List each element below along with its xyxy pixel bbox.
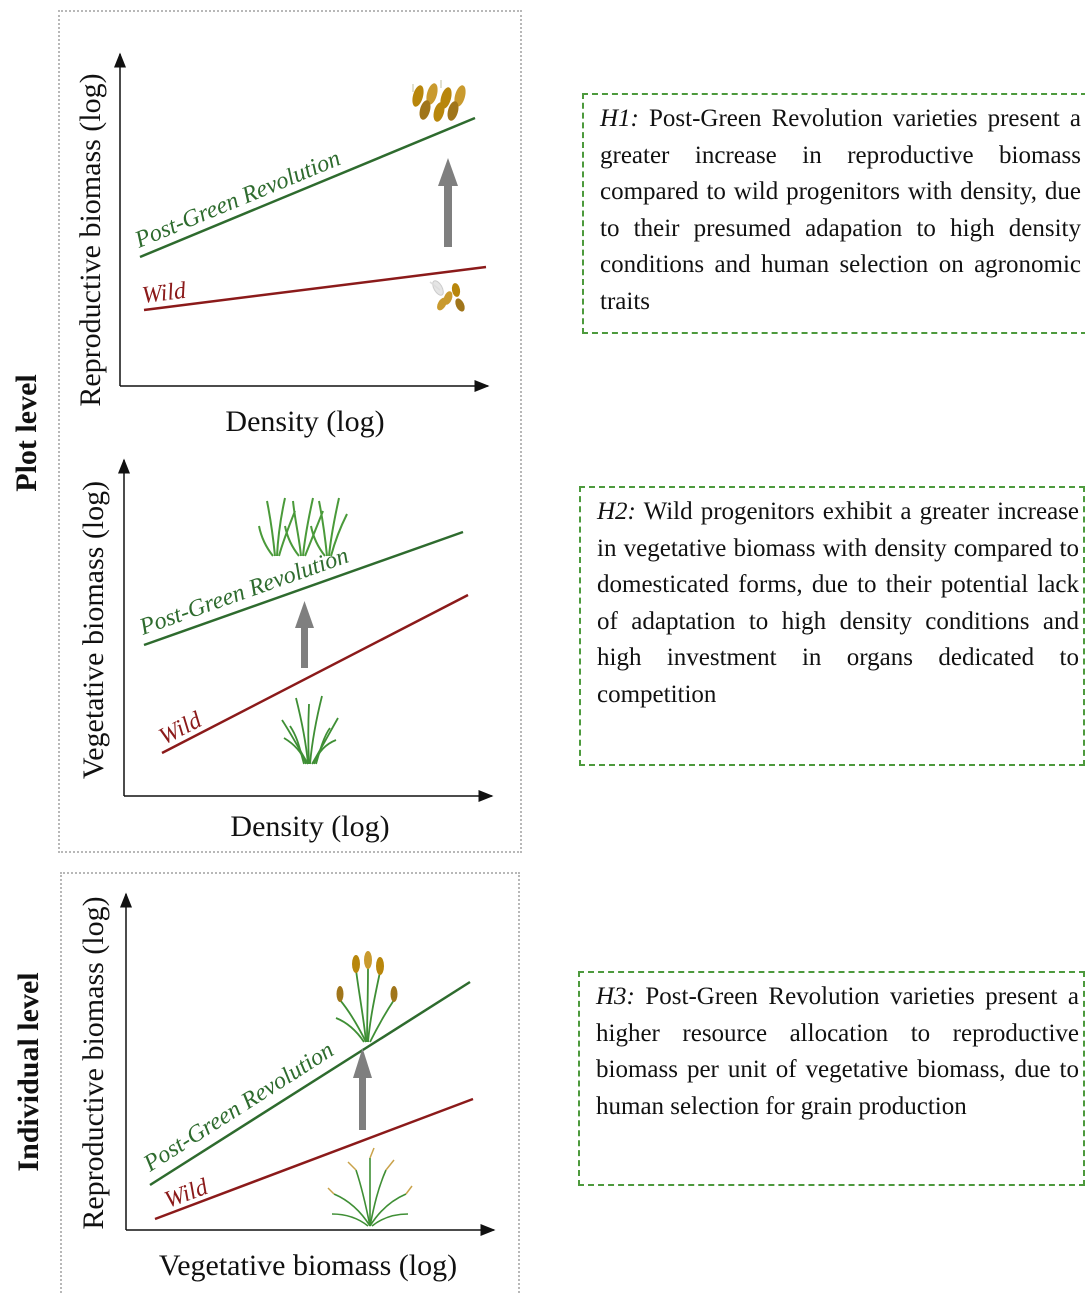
hypothesis-h3-id: H3: [596, 983, 635, 1010]
y-axis-title: Reproductive biomass (log) [74, 73, 107, 406]
plot-level-label: Plot level [10, 374, 43, 492]
hypothesis-h3-box: H3: Post-Green Revolution varieties pres… [578, 971, 1085, 1186]
x-axis-title: Density (log) [225, 405, 384, 438]
hypothesis-h2-box: H2: Wild progenitors exhibit a greater i… [579, 486, 1085, 766]
x-axis-title: Density (log) [230, 810, 389, 843]
individual-level-frame [60, 872, 520, 1293]
panel-h2-graph: Vegetative biomass (log) Density (log) P… [77, 458, 494, 843]
up-arrow-icon [438, 158, 458, 247]
wheat-plants-icon [258, 497, 348, 557]
panel-h1-graph: Reproductive biomass (log) Density (log)… [74, 52, 490, 438]
post-green-revolution-line [139, 116, 476, 259]
wild-line [161, 593, 469, 755]
hypothesis-h1-text: Post-Green Revolution varieties present … [600, 105, 1081, 315]
wild-seeds-icon [429, 280, 465, 312]
post-green-revolution-label: Post-Green Revolution [130, 145, 344, 253]
plot-level-frame [58, 10, 522, 853]
hypothesis-h3-text: Post-Green Revolution varieties present … [596, 983, 1079, 1120]
y-axis-title: Vegetative biomass (log) [77, 481, 110, 779]
up-arrow-icon [353, 1048, 372, 1130]
up-arrow-icon [295, 601, 314, 668]
hypothesis-h1-box: H1: Post-Green Revolution varieties pres… [582, 93, 1085, 334]
individual-level-label: Individual level [12, 972, 45, 1172]
y-axis-title: Reproductive biomass (log) [77, 896, 110, 1229]
grass-tuft-icon [281, 695, 339, 765]
x-axis-title: Vegetative biomass (log) [159, 1249, 457, 1282]
wild-grass-icon [327, 1147, 413, 1227]
hypothesis-h1-id: H1: [600, 105, 639, 132]
wild-line [143, 265, 487, 312]
post-green-revolution-label: Post-Green Revolution [138, 1037, 338, 1178]
wheat-plant-with-ears-icon [335, 951, 398, 1043]
post-green-revolution-line [143, 530, 464, 647]
wild-label: Wild [141, 278, 189, 309]
panel-h3-graph: Reproductive biomass (log) Vegetative bi… [77, 892, 496, 1282]
post-green-revolution-line [149, 980, 471, 1187]
grain-heads-icon [412, 80, 466, 122]
post-green-revolution-label: Post-Green Revolution [135, 543, 352, 641]
hypothesis-h2-id: H2: [597, 498, 636, 525]
wild-line [154, 1097, 474, 1221]
hypothesis-h2-text: Wild progenitors exhibit a greater incre… [597, 498, 1079, 708]
